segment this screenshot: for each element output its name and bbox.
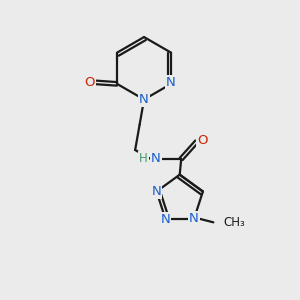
Text: N: N [139, 93, 149, 106]
Text: H: H [139, 152, 148, 165]
Text: O: O [197, 134, 207, 147]
Text: N: N [166, 76, 176, 89]
Text: N: N [160, 213, 170, 226]
Text: O: O [84, 76, 95, 89]
Text: N: N [189, 212, 199, 225]
Text: CH₃: CH₃ [223, 216, 245, 229]
Text: N: N [152, 185, 161, 198]
Text: N: N [151, 152, 161, 165]
